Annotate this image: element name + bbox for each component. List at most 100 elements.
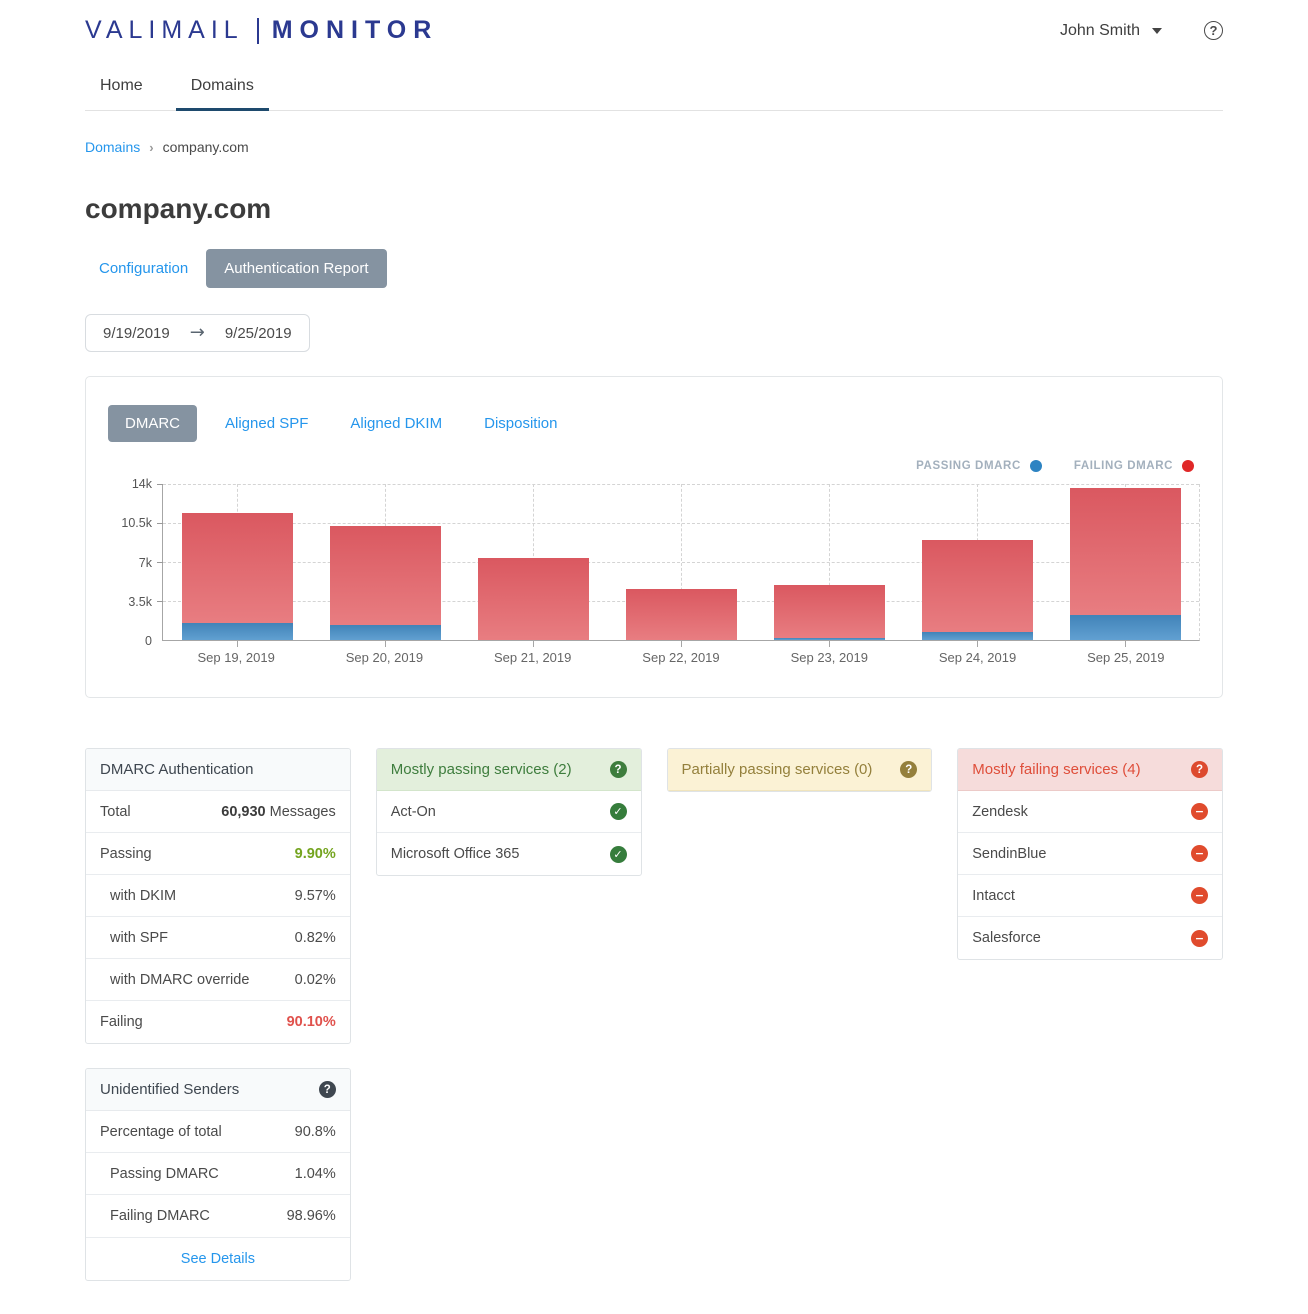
stat-value: 90.10% bbox=[286, 1014, 336, 1030]
stat-value: 0.82% bbox=[294, 929, 336, 946]
partially-passing-services-card: Partially passing services (0) ? bbox=[666, 748, 933, 792]
service-item-zendesk: Zendesk − bbox=[958, 791, 1222, 833]
x-tick-sep-23-2019: Sep 23, 2019 bbox=[790, 650, 868, 665]
stat-row-with-spf: with SPF 0.82% bbox=[86, 917, 350, 959]
help-icon[interactable]: ? bbox=[1204, 21, 1223, 40]
stacked-bar-chart: 0 3.5k 7k 10.5k 14k bbox=[108, 477, 1200, 648]
stat-value: 9.90% bbox=[294, 845, 336, 862]
y-tick-0: 0 bbox=[145, 634, 152, 648]
stat-row-with-dkim: with DKIM 9.57% bbox=[86, 875, 350, 917]
question-icon[interactable]: ? bbox=[609, 761, 627, 778]
main-nav: Home Domains bbox=[85, 71, 1223, 111]
chart-tabs: DMARC Aligned SPF Aligned DKIM Disposition bbox=[108, 405, 1200, 442]
y-tick-3-5k: 3.5k bbox=[128, 594, 152, 609]
view-tabs: Configuration Authentication Report bbox=[85, 249, 1223, 288]
service-name: SendinBlue bbox=[972, 845, 1047, 862]
stat-value: 1.04% bbox=[294, 1165, 336, 1182]
chart-tab-dmarc[interactable]: DMARC bbox=[108, 405, 197, 442]
question-icon[interactable]: ? bbox=[318, 1081, 336, 1098]
nav-tab-home[interactable]: Home bbox=[100, 77, 143, 94]
bar-segment-failing-dmarc bbox=[329, 526, 441, 625]
legend-dot-icon bbox=[1182, 460, 1194, 472]
legend-label: PASSING DMARC bbox=[916, 460, 1021, 472]
service-name: Microsoft Office 365 bbox=[390, 846, 520, 862]
x-tick-sep-20-2019: Sep 20, 2019 bbox=[345, 650, 424, 665]
stat-row-percentage-of-total: Percentage of total 90.8% bbox=[86, 1111, 350, 1153]
stat-row-passing-dmarc: Passing DMARC 1.04% bbox=[86, 1153, 350, 1195]
chart-tab-aligned-spf[interactable]: Aligned SPF bbox=[225, 415, 309, 432]
minus-circle-icon: − bbox=[1191, 803, 1208, 820]
nav-tab-domains[interactable]: Domains bbox=[175, 71, 269, 111]
chart-tab-disposition[interactable]: Disposition bbox=[484, 415, 558, 432]
date-start[interactable]: 9/19/2019 bbox=[103, 324, 170, 342]
stat-label: Failing bbox=[100, 1014, 143, 1030]
stat-value: 9.57% bbox=[294, 887, 336, 904]
bar-segment-failing-dmarc bbox=[773, 584, 885, 639]
card-title: Partially passing services (0) bbox=[681, 761, 873, 778]
chart-tab-aligned-dkim[interactable]: Aligned DKIM bbox=[350, 415, 443, 432]
bar-segment-failing-dmarc bbox=[181, 512, 293, 624]
bar-segment-passing-dmarc bbox=[1069, 614, 1181, 640]
date-end[interactable]: 9/25/2019 bbox=[224, 324, 292, 342]
question-icon[interactable]: ? bbox=[1191, 761, 1208, 778]
x-tick-sep-22-2019: Sep 22, 2019 bbox=[642, 650, 720, 665]
service-item-salesforce: Salesforce − bbox=[958, 917, 1222, 959]
bar-group-sep-22-2019 bbox=[607, 484, 755, 647]
vertical-gridline bbox=[681, 484, 682, 640]
authentication-report-tab[interactable]: Authentication Report bbox=[206, 249, 387, 288]
bar-group-sep-25-2019 bbox=[1051, 484, 1199, 647]
summary-cards: DMARC Authentication Total 60,930 Message… bbox=[85, 748, 1223, 1281]
check-circle-icon: ✓ bbox=[609, 803, 627, 820]
stat-row-failing-dmarc: Failing DMARC 98.96% bbox=[86, 1195, 350, 1237]
user-menu[interactable]: John Smith bbox=[1060, 22, 1162, 40]
stat-value: 60,930 Messages bbox=[221, 803, 336, 820]
chart-legend: PASSING DMARC FAILING DMARC bbox=[108, 460, 1200, 472]
stacked-bar-sep-19-2019 bbox=[181, 484, 293, 640]
logo-divider bbox=[256, 17, 259, 44]
chart-plot bbox=[157, 484, 1200, 647]
vertical-gridline bbox=[829, 484, 830, 640]
bar-group-sep-23-2019 bbox=[755, 484, 903, 647]
minus-circle-icon: − bbox=[1191, 929, 1208, 947]
bar-group-sep-19-2019 bbox=[163, 484, 311, 647]
stat-label: Passing bbox=[100, 845, 152, 862]
stat-value: 0.02% bbox=[294, 971, 336, 988]
stat-row-failing: Failing 90.10% bbox=[86, 1001, 350, 1043]
page: VALIMAIL MONITOR John Smith ? Home Domain… bbox=[85, 16, 1223, 1281]
bar-segment-passing-dmarc bbox=[329, 624, 441, 640]
question-icon[interactable]: ? bbox=[900, 761, 918, 778]
service-item-intacct: Intacct − bbox=[958, 875, 1222, 917]
mostly-failing-services-card: Mostly failing services (4) ? Zendesk − Se… bbox=[957, 748, 1223, 960]
card-title: Unidentified Senders bbox=[100, 1081, 240, 1098]
unidentified-senders-card: Unidentified Senders ? Percentage of tot… bbox=[85, 1068, 351, 1281]
bar-group-sep-20-2019 bbox=[311, 484, 459, 647]
x-tick-sep-24-2019: Sep 24, 2019 bbox=[938, 650, 1017, 665]
service-item-microsoft-office-365: Microsoft Office 365 ✓ bbox=[377, 833, 641, 875]
service-name: Intacct bbox=[972, 887, 1015, 904]
card-title: Mostly passing services (2) bbox=[390, 761, 572, 778]
stat-label: with DKIM bbox=[110, 887, 177, 904]
date-range-picker[interactable]: 9/19/2019 → 9/25/2019 bbox=[85, 314, 310, 352]
stacked-bar-sep-24-2019 bbox=[921, 484, 1033, 640]
partially-passing-header: Partially passing services (0) ? bbox=[667, 749, 932, 791]
stat-row-with-dmarc-override: with DMARC override 0.02% bbox=[86, 959, 350, 1001]
mostly-passing-services-card: Mostly passing services (2) ? Act-On ✓ Mic… bbox=[375, 748, 642, 876]
legend-label: FAILING DMARC bbox=[1073, 460, 1173, 472]
card-title: DMARC Authentication bbox=[100, 761, 254, 778]
logo-monitor: MONITOR bbox=[271, 16, 439, 44]
stat-value: 90.8% bbox=[294, 1123, 336, 1140]
service-item-act-on: Act-On ✓ bbox=[376, 791, 641, 833]
configuration-tab[interactable]: Configuration bbox=[99, 260, 189, 277]
y-tick-7k: 7k bbox=[138, 555, 152, 570]
minus-circle-icon: − bbox=[1191, 887, 1208, 904]
logo-valimail: VALIMAIL bbox=[85, 16, 244, 44]
dmarc-authentication-header: DMARC Authentication bbox=[86, 749, 350, 791]
stat-row-total: Total 60,930 Messages bbox=[86, 791, 350, 833]
stat-label: with SPF bbox=[110, 929, 169, 946]
breadcrumb-domains-link[interactable]: Domains bbox=[85, 139, 141, 155]
unidentified-senders-header: Unidentified Senders ? bbox=[86, 1069, 350, 1111]
see-details-link[interactable]: See Details bbox=[86, 1237, 350, 1280]
page-title: company.com bbox=[85, 193, 272, 224]
y-axis: 0 3.5k 7k 10.5k 14k bbox=[108, 477, 162, 648]
stacked-bar-sep-20-2019 bbox=[329, 484, 441, 640]
